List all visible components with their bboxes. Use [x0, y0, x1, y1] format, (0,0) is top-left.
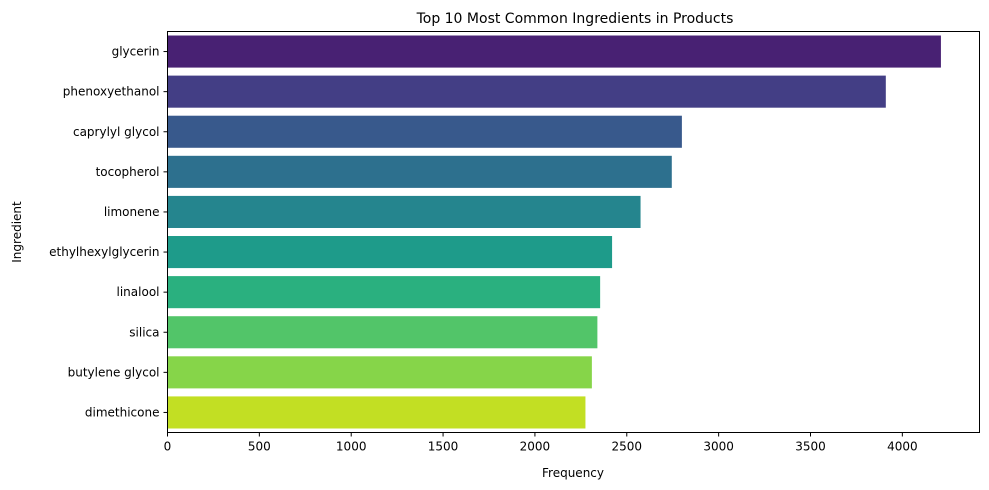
y-tick-label: dimethicone — [85, 405, 160, 419]
bar — [167, 276, 601, 309]
bar — [167, 396, 586, 429]
y-axis: glycerin phenoxyethanol caprylyl glycol toc… — [49, 45, 168, 419]
plot-frame — [167, 31, 980, 433]
y-tick-label: linalool — [117, 285, 160, 299]
x-axis: 0 500 1000 1500 2000 2500 3000 3500 4000 — [164, 432, 918, 454]
x-tick-label: 3000 — [703, 440, 734, 454]
y-tick-label: phenoxyethanol — [63, 85, 160, 99]
x-tick-label: 500 — [248, 440, 271, 454]
x-tick-label: 1000 — [336, 440, 367, 454]
x-tick-label: 0 — [164, 440, 172, 454]
bar — [167, 236, 613, 269]
x-tick-label: 4000 — [887, 440, 918, 454]
bar — [167, 35, 941, 68]
x-tick-label: 1500 — [428, 440, 459, 454]
y-tick-label: silica — [129, 325, 159, 339]
x-tick-label: 3500 — [795, 440, 826, 454]
y-axis-title: Ingredient — [10, 201, 24, 263]
x-tick-label: 2000 — [520, 440, 551, 454]
bar — [167, 356, 592, 389]
plot-area — [167, 35, 941, 429]
x-axis-title: Frequency — [542, 466, 604, 480]
y-tick-label: glycerin — [112, 45, 160, 59]
bar — [167, 195, 641, 228]
x-tick-label: 2500 — [612, 440, 643, 454]
bar — [167, 316, 598, 349]
y-tick-label: butylene glycol — [68, 365, 160, 379]
bar — [167, 155, 672, 188]
bar — [167, 75, 886, 108]
chart-title: Top 10 Most Common Ingredients in Produc… — [416, 11, 734, 27]
y-tick-label: ethylhexylglycerin — [49, 245, 159, 259]
y-tick-label: tocopherol — [96, 165, 160, 179]
y-tick-label: limonene — [104, 205, 160, 219]
bar — [167, 115, 682, 148]
y-tick-label: caprylyl glycol — [73, 125, 160, 139]
